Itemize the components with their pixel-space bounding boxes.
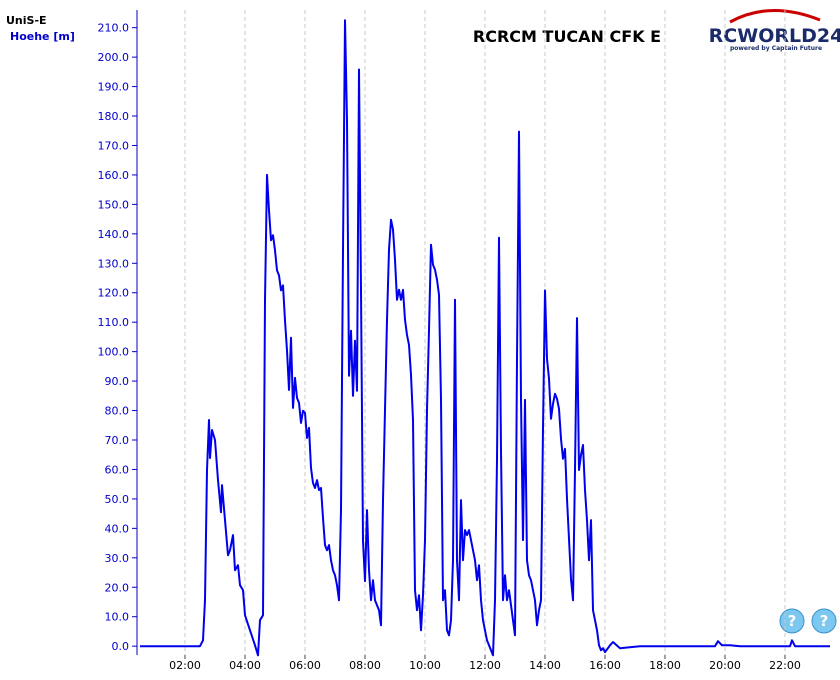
y-tick-label: 200.0 [98, 51, 130, 64]
logo-tagline: powered by Captain Future [730, 45, 822, 52]
y-axis-label: Hoehe [m] [10, 30, 75, 43]
help-icon[interactable] [811, 608, 837, 634]
y-tick-label: 140.0 [98, 228, 130, 241]
y-tick-label: 30.0 [105, 552, 130, 565]
x-tick-label: 16:00 [589, 659, 621, 672]
help-glyph: ? [820, 612, 829, 630]
x-tick-label: 22:00 [769, 659, 801, 672]
logo: RCWORLD24 powered by Captain Future [709, 9, 840, 52]
plot: 02:00 04:00 06:00 08:00 10:00 12:00 14:00 16:00… [98, 10, 830, 672]
y-tick-label: 120.0 [98, 287, 130, 300]
help-icon[interactable] [779, 608, 805, 634]
y-tick-label: 60.0 [105, 463, 130, 476]
y-tick-label: 70.0 [105, 434, 130, 447]
x-tick-label: 06:00 [289, 659, 321, 672]
x-tick-label: 12:00 [469, 659, 501, 672]
x-tick-label: 18:00 [649, 659, 681, 672]
logo-swoosh [729, 9, 821, 24]
help-icons[interactable]: ? ? [779, 608, 837, 634]
y-tick-label: 80.0 [105, 405, 130, 418]
y-tick-label: 50.0 [105, 493, 130, 506]
data-line [140, 19, 830, 657]
x-tick-label: 20:00 [709, 659, 741, 672]
logo-name: RCWORLD24 [709, 25, 840, 47]
y-tick-label: 110.0 [98, 316, 130, 329]
x-tick-label: 10:00 [409, 659, 441, 672]
y-tick-label: 90.0 [105, 375, 130, 388]
y-tick-label: 0.0 [112, 640, 130, 653]
device-label: UniS-E [6, 14, 47, 27]
y-tick-label: 190.0 [98, 81, 130, 94]
y-tick-label: 40.0 [105, 522, 130, 535]
y-tick-label: 130.0 [98, 257, 130, 270]
x-tick-label: 02:00 [169, 659, 201, 672]
x-tick-label: 08:00 [349, 659, 381, 672]
y-tick-label: 150.0 [98, 198, 130, 211]
y-tick-label: 10.0 [105, 611, 130, 624]
y-tick-label: 20.0 [105, 581, 130, 594]
y-tick-label: 100.0 [98, 346, 130, 359]
y-tick-label: 180.0 [98, 110, 130, 123]
x-tick-label: 14:00 [529, 659, 561, 672]
y-tick-label: 170.0 [98, 139, 130, 152]
x-tick-label: 04:00 [229, 659, 261, 672]
y-tick-label: 160.0 [98, 169, 130, 182]
help-glyph: ? [788, 612, 797, 630]
y-tick-label: 210.0 [98, 22, 130, 35]
chart-title: RCRCM TUCAN CFK E [473, 27, 661, 46]
